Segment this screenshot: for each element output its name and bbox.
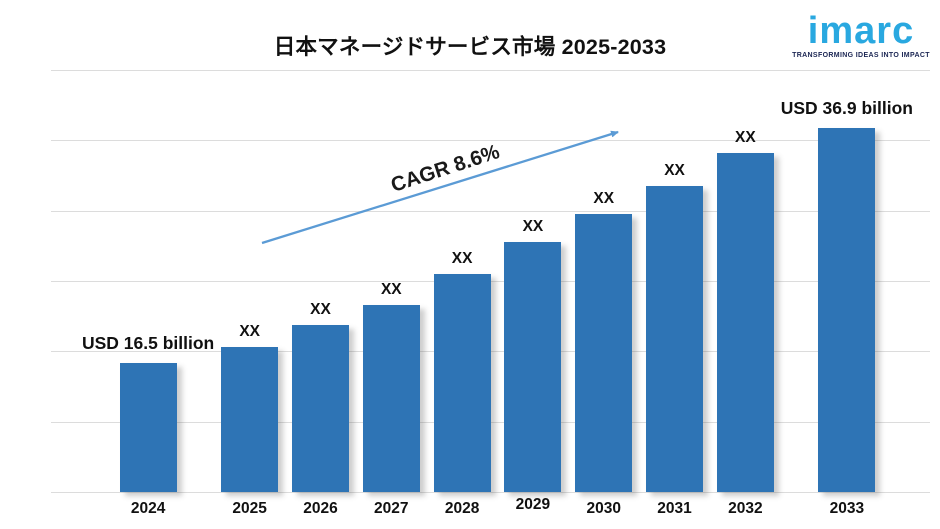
bar-value-label: XX	[310, 300, 331, 318]
bar-value-label: XX	[451, 249, 473, 267]
bar-column: USD 16.5 billion 2024	[82, 70, 214, 520]
bar-column: XX 2028	[427, 70, 498, 520]
plot-area: USD 16.5 billion 2024 XX 2025 XX 2026 XX…	[51, 70, 930, 516]
imarc-logo: imarc TRANSFORMING IDEAS INTO IMPACT	[790, 10, 932, 60]
bar-column: XX 2030	[568, 70, 639, 520]
bar	[291, 325, 349, 492]
bar-value-label: XX	[664, 161, 685, 179]
bar-column: XX 2026	[285, 70, 356, 520]
x-axis-year-label: 2028	[444, 500, 480, 517]
bar-value-label: XX	[522, 217, 544, 235]
bar-value-label: XX	[593, 189, 615, 207]
bar	[119, 363, 177, 492]
x-axis-year-label: 2033	[829, 500, 865, 517]
bar-column: XX 2032	[710, 70, 781, 520]
bar	[575, 214, 633, 492]
x-axis-year-label: 2027	[374, 500, 409, 517]
bar	[362, 305, 420, 492]
bar-value-label: XX	[735, 128, 756, 146]
bars-container: USD 16.5 billion 2024 XX 2025 XX 2026 XX…	[82, 70, 913, 520]
gridline	[51, 70, 930, 71]
chart-title: 日本マネージドサービス市場 2025-2033	[273, 35, 667, 59]
bar-column: XX 2029	[498, 70, 569, 520]
bar-column: USD 36.9 billion 2033	[781, 70, 913, 520]
baseline-gridline	[51, 492, 930, 493]
bar	[818, 128, 876, 492]
bar-value-label: XX	[239, 322, 260, 340]
bar	[433, 274, 491, 492]
x-axis-year-label: 2031	[657, 500, 692, 517]
bar-column: XX 2031	[639, 70, 710, 520]
bar	[504, 242, 562, 492]
x-axis-year-label: 2032	[728, 500, 763, 517]
bar-value-label: USD 36.9 billion	[780, 97, 913, 118]
x-axis-year-label: 2030	[586, 500, 621, 517]
x-axis-year-label: 2024	[130, 500, 166, 517]
bar	[716, 153, 774, 492]
bar-value-label: XX	[380, 280, 402, 298]
bar	[221, 347, 279, 492]
x-axis-year-label: 2026	[303, 500, 338, 517]
bar	[646, 186, 704, 492]
x-axis-year-label: 2029	[515, 496, 551, 513]
imarc-logo-text: imarc	[807, 10, 915, 52]
bar-value-label: USD 16.5 billion	[82, 332, 215, 353]
bar-column: XX 2025	[214, 70, 285, 520]
imarc-logo-tagline: TRANSFORMING IDEAS INTO IMPACT	[792, 52, 930, 60]
bar-column: XX 2027	[356, 70, 427, 520]
x-axis-year-label: 2025	[232, 500, 267, 517]
